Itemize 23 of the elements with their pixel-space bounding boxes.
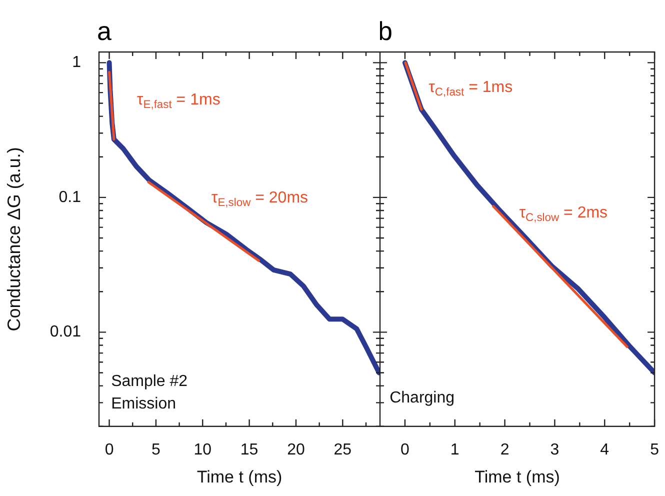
y-tick-label: 0.1	[58, 188, 82, 206]
x-tick-label: 4	[600, 441, 610, 458]
x-tick-label: 0	[400, 441, 410, 458]
x-tick-label: 25	[334, 441, 352, 458]
annotation: Emission	[111, 395, 176, 412]
y-tick-label: 0.01	[50, 324, 82, 341]
y-tick-label: 1	[72, 54, 82, 72]
annotation: Sample #2	[111, 372, 188, 390]
x-tick-label: 3	[550, 441, 560, 458]
x-tick-label: 20	[287, 441, 305, 458]
x-axis-title: Time t (ms)	[196, 467, 282, 486]
x-tick-label: 2	[500, 441, 510, 458]
x-tick-label: 5	[650, 441, 660, 458]
x-tick-label: 1	[450, 441, 460, 458]
x-tick-label: 5	[151, 441, 160, 458]
x-axis-title: Time t (ms)	[474, 467, 560, 486]
chart-title: a	[97, 16, 112, 46]
x-tick-label: 10	[194, 441, 212, 458]
annotation: Charging	[390, 390, 455, 407]
y-axis-title: Conductance ΔG (a.u.)	[4, 147, 24, 332]
chart-title: b	[378, 16, 392, 46]
x-tick-label: 15	[240, 441, 258, 458]
x-tick-label: 0	[104, 441, 114, 458]
